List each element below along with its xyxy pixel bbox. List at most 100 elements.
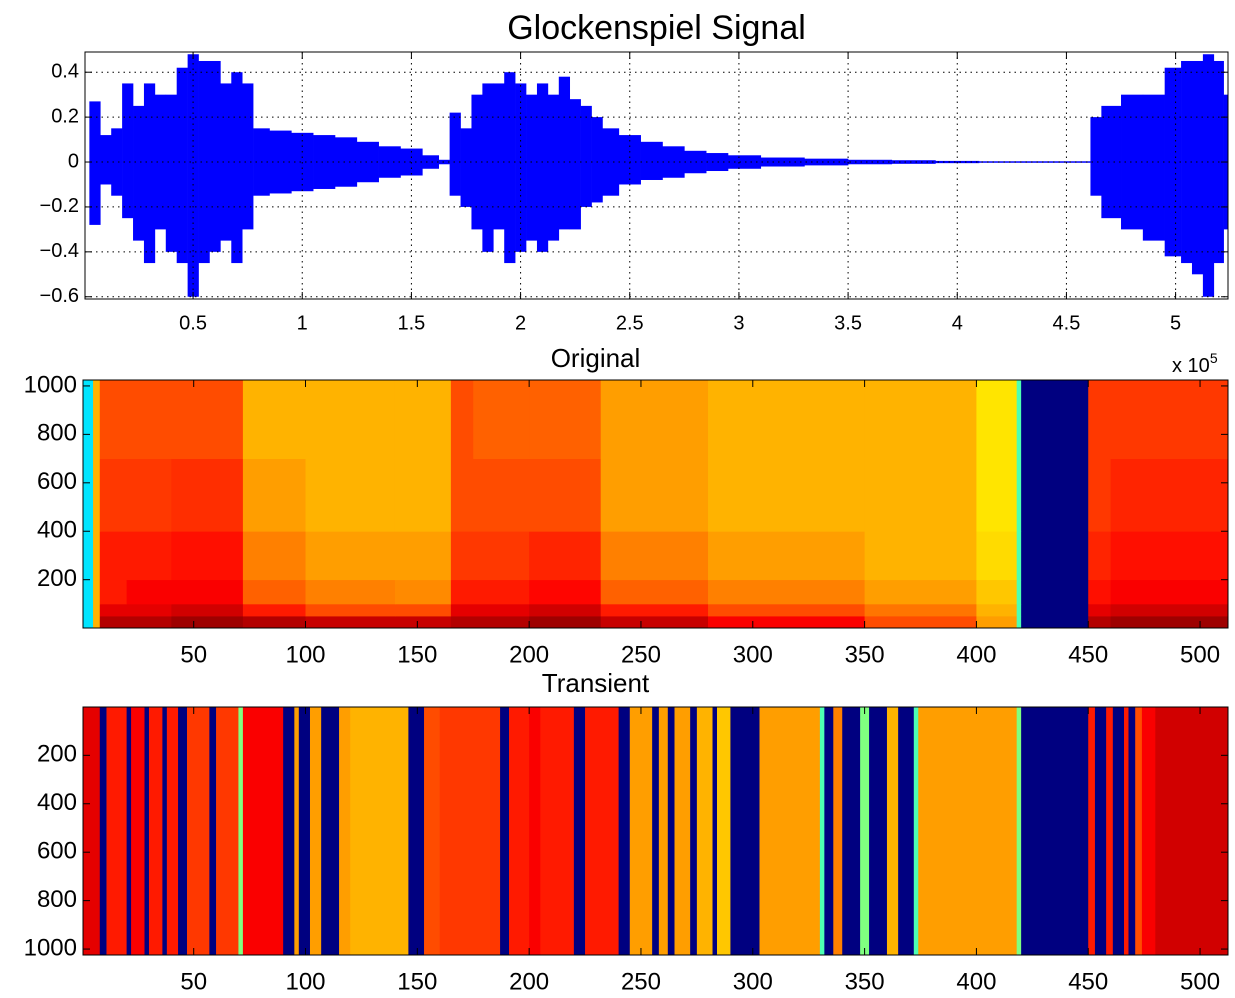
heatmap-cell bbox=[500, 707, 510, 955]
heatmap-cell bbox=[864, 458, 977, 532]
axes-frame bbox=[84, 51, 1229, 300]
axes-frame bbox=[82, 379, 1229, 629]
waveform-segment bbox=[422, 155, 440, 169]
heatmap-cell bbox=[83, 531, 94, 581]
heatmap-cell bbox=[166, 707, 179, 955]
heatmap-cell bbox=[540, 707, 575, 955]
heatmap-cell bbox=[509, 707, 530, 955]
x-tick-label: 100 bbox=[285, 641, 325, 668]
heatmap-cell bbox=[126, 458, 172, 532]
plot-area bbox=[83, 707, 1228, 955]
waveform-segment bbox=[471, 94, 483, 230]
heatmap-cell bbox=[148, 707, 163, 955]
waveform-segment bbox=[165, 94, 178, 252]
heatmap-cell bbox=[913, 707, 919, 955]
waveform-segment bbox=[176, 67, 188, 264]
heatmap-cell bbox=[1016, 603, 1022, 617]
heatmap-cell bbox=[674, 707, 691, 955]
waveform-segment bbox=[706, 153, 729, 172]
heatmap-cell bbox=[708, 531, 865, 581]
heatmap-cell bbox=[171, 380, 244, 459]
waveform-segment bbox=[482, 83, 494, 252]
x-tick-label: 150 bbox=[397, 641, 437, 668]
heatmap-cell bbox=[1110, 380, 1228, 459]
heatmap-cell bbox=[1106, 707, 1114, 955]
heatmap-cell bbox=[305, 458, 396, 532]
multiplier-exponent: 5 bbox=[1210, 350, 1218, 366]
waveform-segment bbox=[1164, 67, 1182, 257]
heatmap-cell bbox=[450, 531, 474, 581]
chart-title: Original bbox=[551, 343, 641, 373]
waveform-segment bbox=[460, 128, 472, 207]
heatmap-cell bbox=[708, 603, 865, 617]
heatmap-cell bbox=[309, 707, 322, 955]
x-tick-label: 500 bbox=[1180, 968, 1220, 995]
heatmap-cell bbox=[394, 380, 452, 459]
heatmap-cell bbox=[1016, 458, 1022, 532]
y-tick-label: 400 bbox=[37, 789, 77, 816]
y-tick-label: 1000 bbox=[24, 934, 77, 961]
heatmap-cell bbox=[824, 707, 834, 955]
waveform-segment bbox=[526, 94, 538, 241]
y-tick-label: −0.2 bbox=[40, 195, 79, 217]
y-tick-label: 0.2 bbox=[51, 105, 79, 127]
heatmap-cell bbox=[600, 531, 709, 581]
heatmap-cell bbox=[1088, 616, 1111, 628]
heatmap-cell bbox=[1128, 707, 1136, 955]
plot-area bbox=[89, 54, 1228, 297]
chart-title: Glockenspiel Signal bbox=[507, 9, 806, 47]
waveform-segment bbox=[1191, 60, 1204, 275]
heatmap-cell bbox=[1021, 380, 1089, 459]
heatmap-cell bbox=[696, 707, 713, 955]
heatmap-cell bbox=[886, 707, 899, 955]
heatmap-cell bbox=[1088, 380, 1111, 459]
heatmap-cell bbox=[394, 458, 452, 532]
waveform-segment bbox=[891, 160, 936, 164]
heatmap-cell bbox=[1088, 458, 1111, 532]
heatmap-cell bbox=[690, 707, 698, 955]
heatmap-cell bbox=[144, 707, 150, 955]
heatmap-cell bbox=[573, 707, 586, 955]
heatmap-cell bbox=[162, 707, 168, 955]
x-tick-label: 250 bbox=[621, 641, 661, 668]
y-tick-label: 600 bbox=[37, 838, 77, 865]
heatmap-cell bbox=[1110, 531, 1228, 581]
heatmap-cell bbox=[1016, 380, 1022, 459]
heatmap-cell bbox=[408, 707, 425, 955]
heatmap-cell bbox=[618, 707, 631, 955]
heatmap-cell bbox=[473, 603, 530, 617]
heatmap-cell bbox=[216, 707, 239, 955]
heatmap-cell bbox=[1110, 603, 1228, 617]
heatmap-cell bbox=[759, 707, 821, 955]
heatmap-cell bbox=[976, 531, 1018, 581]
heatmap-cell bbox=[305, 531, 396, 581]
waveform-segment bbox=[848, 159, 893, 165]
x-tick-label: 400 bbox=[956, 641, 996, 668]
waveform-segment bbox=[220, 83, 232, 241]
heatmap-cell bbox=[450, 616, 474, 628]
x-tick-label: 50 bbox=[180, 968, 207, 995]
heatmap-cell bbox=[1021, 603, 1089, 617]
heatmap-cell bbox=[708, 579, 865, 605]
heatmap-cell bbox=[716, 707, 731, 955]
heatmap-cell bbox=[708, 458, 865, 532]
x-tick-label: 350 bbox=[845, 968, 885, 995]
waveform-segment bbox=[1022, 161, 1067, 163]
heatmap-cell bbox=[242, 603, 306, 617]
y-tick-label: 0.4 bbox=[51, 60, 79, 82]
axis-multiplier: x 105 bbox=[1172, 350, 1218, 378]
chart-title: Transient bbox=[542, 668, 650, 698]
panel: 50 100 150 200 250 300 350 400 450 500 200 400 600 80… bbox=[24, 343, 1229, 668]
heatmap-cell bbox=[99, 380, 128, 459]
x-tick-label: 3 bbox=[733, 312, 744, 334]
heatmap-cell bbox=[529, 603, 602, 617]
plot-area bbox=[83, 380, 1228, 628]
heatmap-cell bbox=[529, 707, 541, 955]
waveform-segment bbox=[760, 157, 805, 167]
heatmap-cell bbox=[1135, 707, 1143, 955]
heatmap-cell bbox=[131, 707, 145, 955]
waveform-segment bbox=[979, 161, 1024, 163]
waveform-segment bbox=[209, 60, 221, 252]
heatmap-cell bbox=[171, 603, 244, 617]
heatmap-cell bbox=[450, 579, 474, 605]
